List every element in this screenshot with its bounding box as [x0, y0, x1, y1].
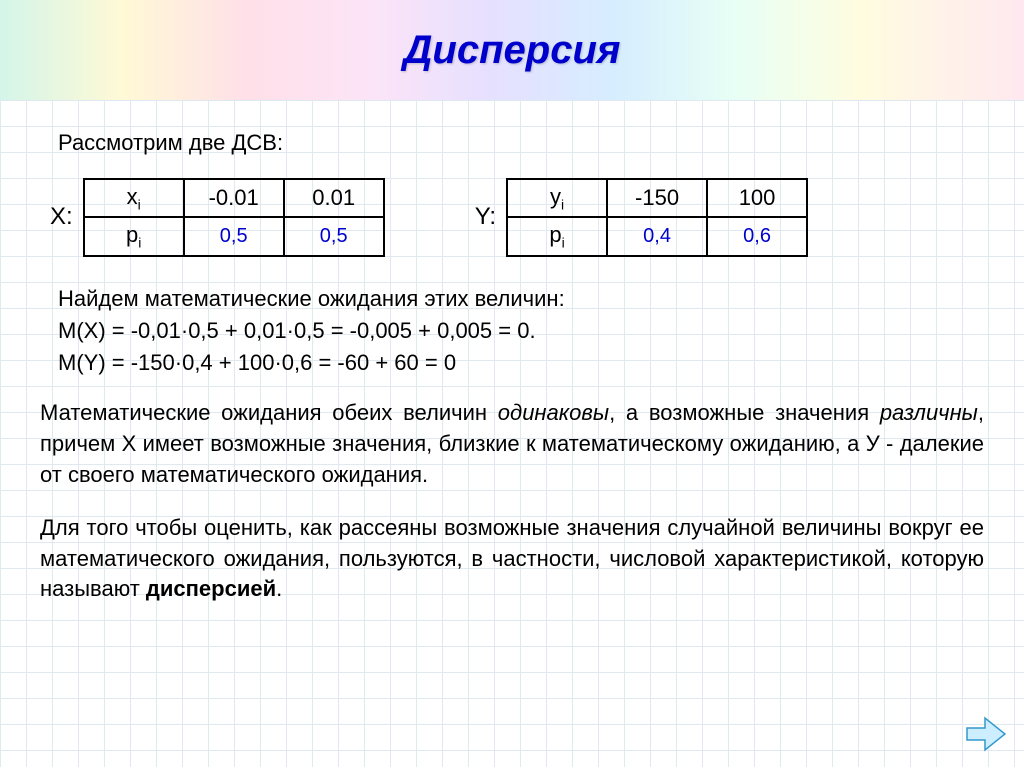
p1-text1: Математические ожидания обеих величин: [40, 400, 498, 425]
cell-x-header: xi: [84, 179, 184, 217]
paragraph-2: Для того чтобы оценить, как рассеяны воз…: [40, 513, 984, 605]
table-row: pi 0,5 0,5: [84, 217, 384, 255]
p2-bold1: дисперсией: [146, 576, 276, 601]
cell-y-header: yi: [507, 179, 607, 217]
content-area: Рассмотрим две ДСВ: X: xi -0.01 0.01 pi …: [0, 100, 1024, 647]
cell-y-v1: -150: [607, 179, 707, 217]
table-row: pi 0,4 0,6: [507, 217, 807, 255]
p1-text2: , а возможные значения: [609, 400, 880, 425]
p1-italic1: одинаковы: [498, 400, 609, 425]
paragraph-1: Математические ожидания обеих величин од…: [40, 398, 984, 490]
cell-py-v2: 0,6: [707, 217, 807, 255]
next-arrow-icon[interactable]: [966, 711, 1006, 757]
calc-line3: М(Y) = -150·0,4 + 100·0,6 = -60 + 60 = 0: [58, 347, 984, 379]
p1-italic2: различны: [880, 400, 978, 425]
cell-p-v1: 0,5: [184, 217, 284, 255]
tables-row: X: xi -0.01 0.01 pi 0,5 0,5 Y: yi -15: [50, 178, 984, 257]
header-banner: Дисперсия: [0, 0, 1024, 100]
cell-x-v1: -0.01: [184, 179, 284, 217]
table-y-block: Y: yi -150 100 pi 0,4 0,6: [475, 178, 808, 257]
cell-y-v2: 100: [707, 179, 807, 217]
p2-text2: .: [276, 576, 282, 601]
cell-py-header: pi: [507, 217, 607, 255]
calc-line1: Найдем математические ожидания этих вели…: [58, 283, 984, 315]
table-row: xi -0.01 0.01: [84, 179, 384, 217]
table-row: yi -150 100: [507, 179, 807, 217]
cell-p-header: pi: [84, 217, 184, 255]
cell-py-v1: 0,4: [607, 217, 707, 255]
calc-line2: М(Х) = -0,01·0,5 + 0,01·0,5 = -0,005 + 0…: [58, 315, 984, 347]
table-x: xi -0.01 0.01 pi 0,5 0,5: [83, 178, 385, 257]
cell-p-v2: 0,5: [284, 217, 384, 255]
table-y-label: Y:: [475, 203, 496, 231]
intro-text: Рассмотрим две ДСВ:: [58, 130, 984, 156]
calculation-block: Найдем математические ожидания этих вели…: [58, 283, 984, 379]
table-x-label: X:: [50, 203, 73, 231]
table-y: yi -150 100 pi 0,4 0,6: [506, 178, 808, 257]
table-x-block: X: xi -0.01 0.01 pi 0,5 0,5: [50, 178, 385, 257]
page-title: Дисперсия: [404, 28, 621, 73]
cell-x-v2: 0.01: [284, 179, 384, 217]
